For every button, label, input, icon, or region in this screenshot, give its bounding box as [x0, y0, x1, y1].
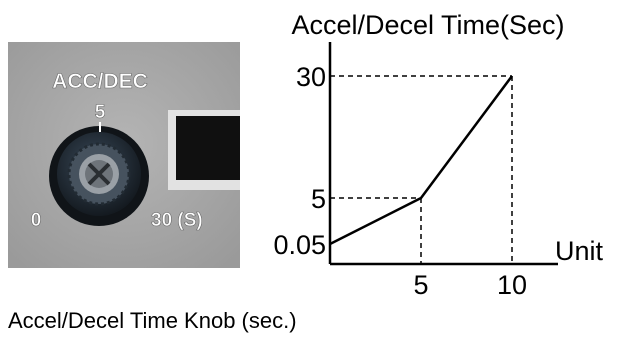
- accel-decel-chart: Accel/Decel Time(Sec) 0.05 5 30 5 10 Unit: [250, 0, 618, 300]
- dial-knob[interactable]: [49, 126, 149, 226]
- figure-caption: Accel/Decel Time Knob (sec.): [8, 308, 297, 333]
- x-axis-label: Unit: [555, 236, 604, 266]
- x-tick-label-1: 10: [497, 270, 527, 300]
- scale-left-label: 0: [31, 210, 42, 231]
- y-tick-label-0: 0.05: [273, 230, 326, 260]
- series-line: [329, 75, 514, 246]
- y-axis-label: Accel/Decel Time(Sec): [291, 10, 564, 40]
- knob-photo: ACC/DEC 5 0 30 (S): [8, 42, 240, 268]
- y-tick-label-2: 30: [296, 62, 326, 92]
- knob-label: ACC/DEC: [52, 70, 148, 93]
- x-tick-label-0: 5: [413, 270, 428, 300]
- scale-right-label: 30 (S): [151, 210, 203, 231]
- scale-top-label: 5: [95, 102, 106, 123]
- y-tick-label-1: 5: [311, 184, 326, 214]
